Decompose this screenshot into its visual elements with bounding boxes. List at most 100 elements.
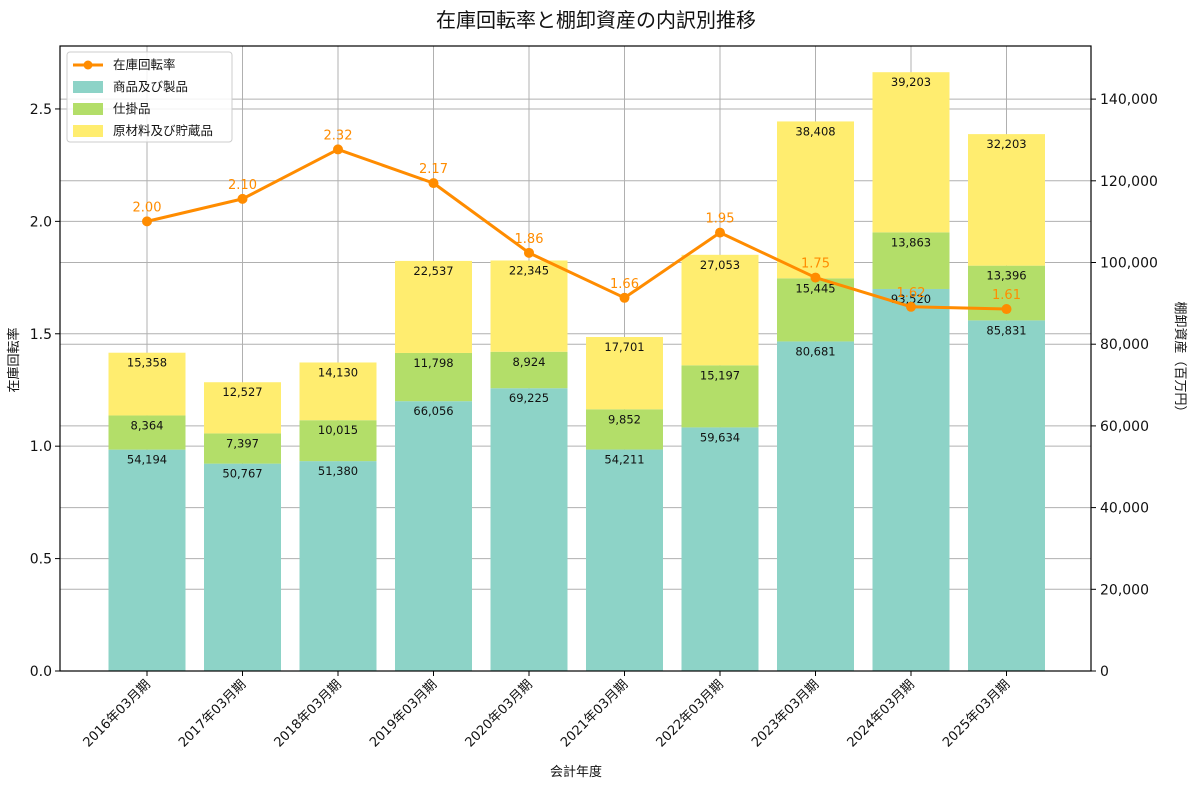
bar-label-1-4: 8,924 (513, 355, 546, 369)
bar-label-0-2: 51,380 (318, 464, 358, 478)
turnover-label-9: 1.61 (992, 288, 1021, 303)
bar-label-1-1: 7,397 (226, 436, 259, 450)
turnover-line (146, 147, 1007, 311)
turnover-point-9 (1001, 304, 1012, 315)
bar-2-2 (299, 362, 377, 421)
turnover-point-6 (715, 227, 725, 238)
bar-2-1 (204, 382, 281, 434)
bar-label-1-6: 15,197 (700, 368, 740, 382)
bar-2-7 (777, 121, 854, 279)
bar-label-1-9: 13,396 (986, 269, 1026, 283)
legend-swatch-1 (73, 103, 103, 115)
y-axis-right-label: 棚卸資産（百万円） (1172, 301, 1188, 418)
bar-0-1 (204, 463, 281, 671)
bar-label-0-1: 50,767 (222, 467, 262, 481)
bar-0-3 (395, 401, 472, 671)
turnover-label-6: 1.95 (706, 212, 735, 227)
xtick-label-3: 2019年03月期 (367, 677, 440, 750)
axes-layer (59, 45, 1092, 672)
bars-layer (108, 72, 1045, 671)
bar-labels-layer: 54,194 50,767 51,380 66,056 69,225 54,211 59,6… (127, 75, 1027, 480)
legend-label-1: 仕掛品 (113, 101, 151, 116)
turnover-label-5: 1.66 (610, 277, 639, 292)
bar-label-2-8: 39,203 (891, 75, 931, 89)
bar-label-2-7: 38,408 (795, 124, 835, 138)
xtick-label-1: 2017年03月期 (176, 677, 249, 750)
bar-label-2-4: 22,345 (509, 263, 549, 277)
turnover-point-7 (810, 272, 821, 283)
xtick-label-7: 2023年03月期 (749, 677, 822, 750)
bar-label-1-8: 13,863 (891, 235, 931, 249)
bar-2-3 (395, 260, 472, 353)
ytick-right-label-1: 20,000 (1100, 582, 1149, 598)
bar-1-2 (299, 420, 377, 462)
y-axis-left-label: 在庫回転率 (6, 327, 22, 392)
bar-0-6 (681, 427, 759, 671)
bar-0-7 (777, 341, 854, 671)
ytick-left-label-3: 1.5 (30, 327, 52, 343)
ytick-right-label-0: 0 (1100, 664, 1109, 680)
bar-0-2 (299, 461, 377, 671)
bar-label-0-5: 54,211 (604, 453, 644, 467)
bar-label-0-4: 69,225 (509, 391, 549, 405)
ytick-right-label-4: 80,000 (1100, 337, 1149, 353)
ytick-left-label-0: 0.0 (30, 664, 52, 680)
xtick-label-6: 2022年03月期 (654, 677, 727, 750)
bar-2-6 (681, 254, 759, 366)
xtick-label-9: 2025年03月期 (940, 677, 1013, 750)
bar-0-9 (968, 320, 1045, 671)
turnover-label-3: 2.17 (419, 162, 448, 177)
bar-1-1 (204, 433, 281, 464)
bar-0-8 (872, 288, 950, 671)
line-layer: 2.00 2.10 2.32 2.17 1.86 1.66 1.95 1.75 1.62 1.61 (133, 128, 1021, 315)
ytick-right-label-6: 120,000 (1100, 174, 1158, 190)
bar-label-0-9: 85,831 (986, 323, 1026, 337)
ytick-left-label-4: 2.0 (30, 214, 52, 230)
turnover-label-4: 1.86 (515, 232, 544, 247)
bar-label-1-5: 9,852 (608, 412, 641, 426)
turnover-point-0 (142, 216, 152, 227)
bar-1-0 (108, 415, 186, 450)
plot-frame (59, 45, 1092, 672)
bar-label-2-2: 14,130 (318, 365, 358, 379)
legend-label-0: 商品及び製品 (113, 79, 188, 94)
turnover-point-5 (619, 292, 630, 303)
turnover-label-1: 2.10 (228, 178, 257, 193)
turnover-point-8 (906, 301, 916, 312)
bar-0-0 (108, 449, 186, 671)
legend-box (66, 51, 233, 143)
bar-0-5 (586, 449, 663, 671)
bar-label-2-0: 15,358 (127, 356, 167, 370)
turnover-label-0: 2.00 (133, 200, 162, 215)
xtick-label-2: 2018年03月期 (272, 677, 345, 750)
bar-1-3 (395, 352, 472, 402)
turnover-point-3 (428, 178, 439, 189)
bar-2-5 (586, 336, 663, 410)
ytick-right-label-3: 60,000 (1100, 419, 1149, 435)
ytick-left-label-2: 1.0 (30, 439, 52, 455)
ytick-left-label-5: 2.5 (30, 102, 52, 118)
bar-0-4 (490, 388, 568, 671)
bar-2-9 (968, 134, 1045, 266)
x-axis-label: 会計年度 (550, 764, 602, 780)
xtick-label-4: 2020年03月期 (463, 677, 536, 750)
turnover-label-2: 2.32 (324, 128, 353, 143)
ytick-left-label-1: 0.5 (30, 552, 52, 568)
xtick-label-8: 2024年03月期 (845, 677, 918, 750)
bar-1-8 (872, 232, 950, 289)
bar-label-2-6: 27,053 (700, 258, 740, 272)
ytick-right-label-2: 40,000 (1100, 501, 1149, 517)
legend-label-2: 原材料及び貯蔵品 (113, 123, 213, 138)
xtick-label-0: 2016年03月期 (81, 677, 154, 750)
bar-1-6 (681, 365, 759, 428)
turnover-point-2 (333, 144, 343, 155)
turnover-label-8: 1.62 (897, 286, 926, 301)
turnover-label-7: 1.75 (801, 257, 830, 272)
bar-label-1-7: 15,445 (795, 281, 835, 295)
turnover-point-4 (524, 247, 534, 258)
bar-label-1-3: 11,798 (413, 356, 453, 370)
chart-title: 在庫回転率と棚卸資産の内訳別推移 (436, 8, 756, 32)
legend-swatch-2 (73, 125, 103, 137)
